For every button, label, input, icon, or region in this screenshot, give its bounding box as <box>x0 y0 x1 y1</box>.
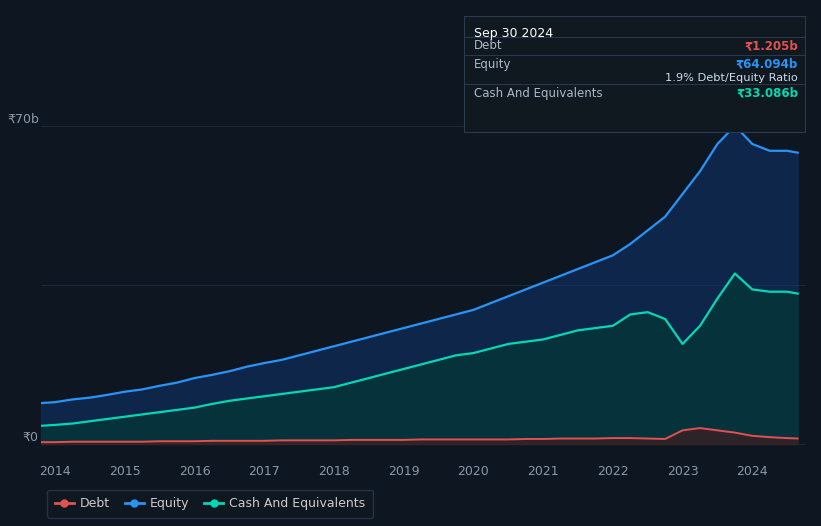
Text: Equity: Equity <box>474 58 511 71</box>
Text: ₹64.094b: ₹64.094b <box>736 58 798 71</box>
Text: ₹0: ₹0 <box>23 431 39 444</box>
Text: 1.9% Debt/Equity Ratio: 1.9% Debt/Equity Ratio <box>665 73 798 83</box>
Text: Cash And Equivalents: Cash And Equivalents <box>474 87 603 100</box>
Legend: Debt, Equity, Cash And Equivalents: Debt, Equity, Cash And Equivalents <box>48 490 373 518</box>
Text: ₹33.086b: ₹33.086b <box>736 87 798 100</box>
Text: ₹70b: ₹70b <box>7 113 39 126</box>
Text: Sep 30 2024: Sep 30 2024 <box>474 27 553 41</box>
Text: Debt: Debt <box>474 39 502 53</box>
Text: ₹1.205b: ₹1.205b <box>745 39 798 53</box>
